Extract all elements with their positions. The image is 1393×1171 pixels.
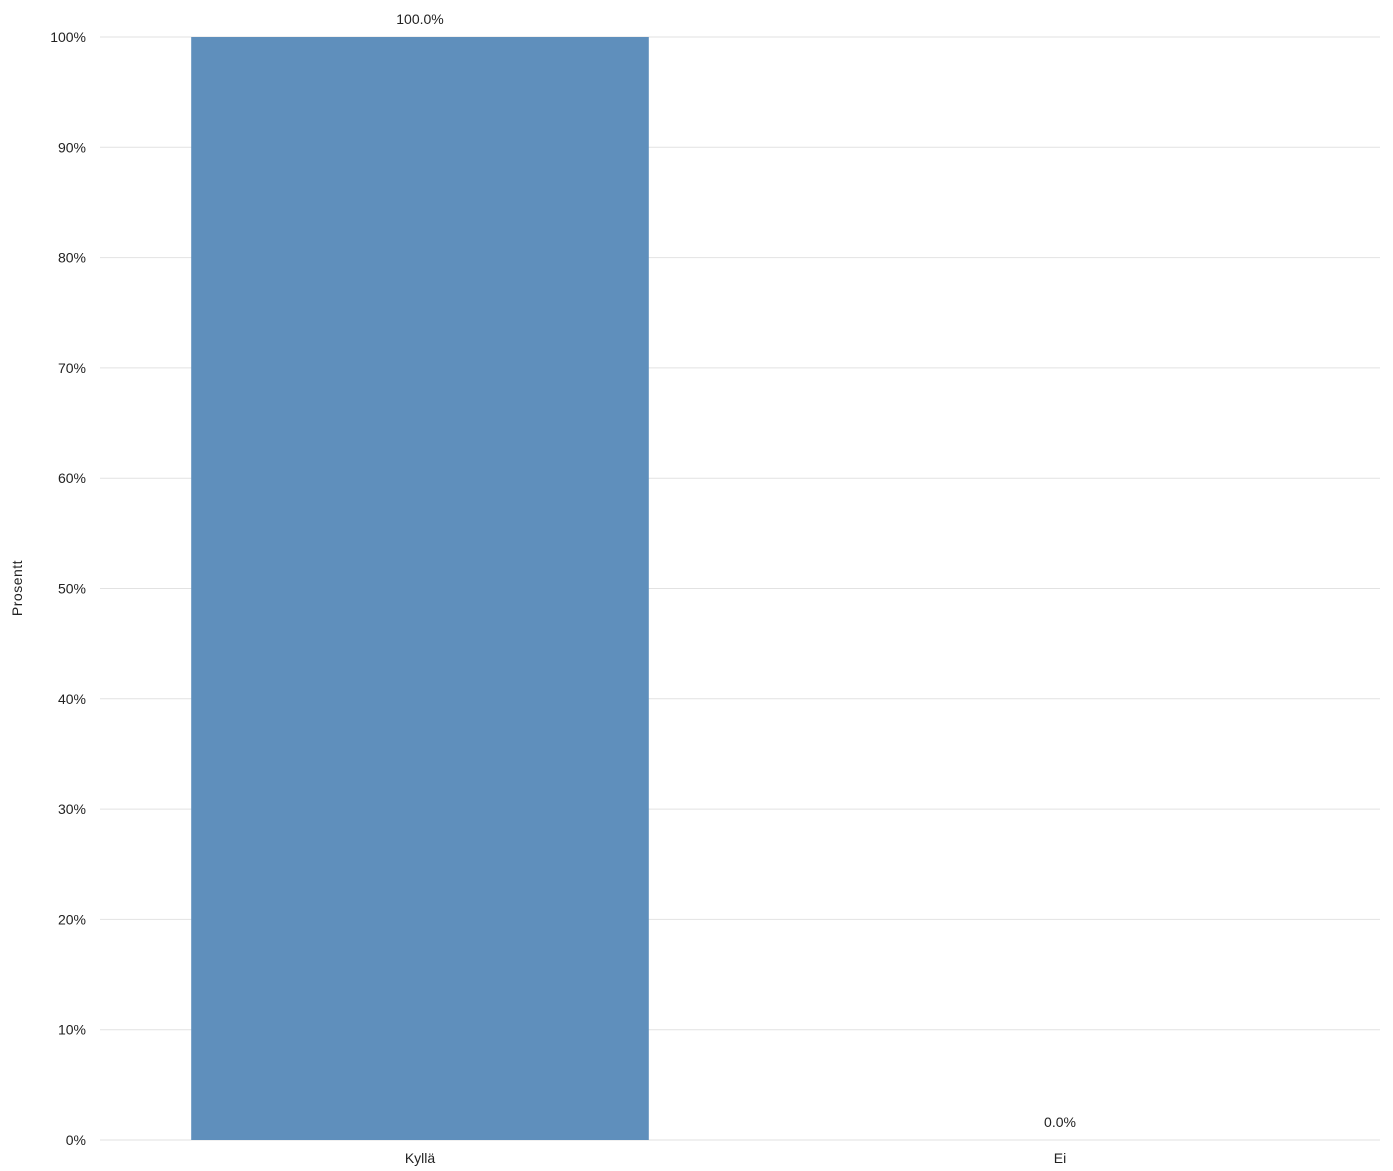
bars [191,37,649,1140]
data-labels: 100.0% 0.0% [396,11,1076,1130]
y-tick-label: 90% [58,139,86,155]
y-tick-label: 30% [58,801,86,817]
x-tick-label: Kyllä [405,1150,436,1166]
y-tick-label: 20% [58,911,86,927]
data-label: 100.0% [396,11,443,27]
y-tick-label: 50% [58,581,86,597]
y-axis-title: Prosentt [9,560,25,616]
y-tick-label: 70% [58,360,86,376]
y-axis-tick-labels: 0% 10% 20% 30% 40% 50% 60% 70% 80% 90% 100% [50,29,86,1148]
x-axis-tick-labels: Kyllä Ei [405,1150,1066,1166]
y-tick-label: 0% [66,1132,86,1148]
y-tick-label: 40% [58,691,86,707]
data-label: 0.0% [1044,1114,1076,1130]
x-tick-label: Ei [1054,1150,1066,1166]
y-tick-label: 80% [58,250,86,266]
y-tick-label: 60% [58,470,86,486]
y-tick-label: 10% [58,1022,86,1038]
bar-1 [191,37,649,1140]
y-tick-label: 100% [50,29,86,45]
